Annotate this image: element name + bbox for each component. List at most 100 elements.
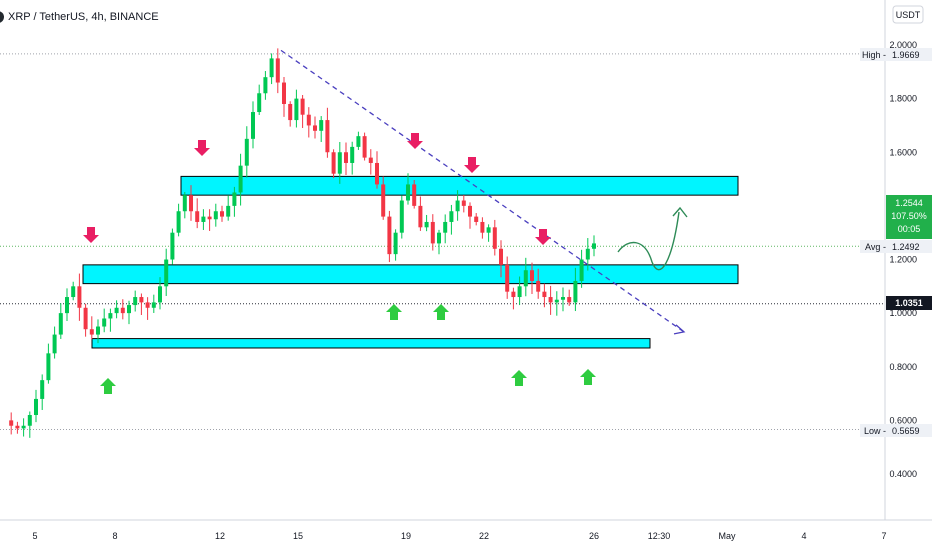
high-label-dash: - xyxy=(883,50,886,60)
candle-body xyxy=(418,205,423,228)
candle-body xyxy=(406,184,410,201)
avg-label-value: 1.2492 xyxy=(892,242,920,252)
candle-body xyxy=(182,195,187,212)
candle-body xyxy=(399,200,404,233)
candle-body xyxy=(499,248,503,265)
candle-body xyxy=(207,216,212,220)
arrow-markers[interactable] xyxy=(83,133,596,394)
y-tick-label: 0.6000 xyxy=(889,415,917,425)
low-label-value: 0.5659 xyxy=(892,426,920,436)
candle-body xyxy=(573,280,578,303)
up-arrow-marker-icon[interactable] xyxy=(433,304,449,320)
candle-body xyxy=(15,425,20,429)
candle-body xyxy=(381,184,386,217)
zone-box[interactable] xyxy=(180,175,739,196)
candle-body xyxy=(34,398,38,416)
candle-body xyxy=(257,93,262,113)
up-arrow-marker-icon[interactable] xyxy=(386,304,402,320)
candle-body xyxy=(430,221,435,244)
descending-trend-line[interactable] xyxy=(280,49,685,333)
down-arrow-marker-icon[interactable] xyxy=(464,157,480,173)
down-arrow-marker-icon[interactable] xyxy=(407,133,423,149)
x-tick-label: 12:30 xyxy=(648,531,671,541)
x-tick-label: 5 xyxy=(32,531,37,541)
currency-button-label[interactable]: USDT xyxy=(896,10,921,20)
candle-body xyxy=(517,286,522,298)
x-tick-label: May xyxy=(718,531,736,541)
candle-body xyxy=(337,152,342,174)
symbol-logo-icon xyxy=(0,11,4,23)
low-label-box xyxy=(860,424,932,437)
candle-body xyxy=(282,82,286,104)
up-arrow-marker-icon[interactable] xyxy=(100,378,116,394)
level-price-value: 1.0351 xyxy=(895,298,923,308)
candle-body xyxy=(548,297,553,303)
x-tick-label: 26 xyxy=(589,531,599,541)
candle-body xyxy=(213,211,218,220)
symbol-title[interactable]: XRP / TetherUS, 4h, BINANCE xyxy=(8,11,159,23)
candle-body xyxy=(356,136,361,147)
candle-body xyxy=(393,232,398,255)
candle-body xyxy=(474,216,479,222)
candle-body xyxy=(102,318,107,327)
low-label-name: Low xyxy=(864,426,881,436)
candle-body xyxy=(158,286,162,303)
y-tick-label: 1.8000 xyxy=(889,94,917,104)
down-arrow-marker-icon[interactable] xyxy=(194,140,210,156)
candle-body xyxy=(195,211,200,222)
zone-box[interactable] xyxy=(91,338,651,349)
candle-body xyxy=(536,280,541,292)
candle-body xyxy=(220,211,224,217)
up-arrow-marker-icon[interactable] xyxy=(580,369,596,385)
projection-curve[interactable] xyxy=(617,211,680,271)
time-axis[interactable]: 5 8 12 15 19 22 26 12:30 May 4 7 xyxy=(32,531,886,541)
candle-body xyxy=(251,112,255,139)
candle-body xyxy=(201,216,206,222)
currency-button[interactable] xyxy=(892,5,924,24)
current-price-countdown: 00:05 xyxy=(898,224,921,234)
candle-body xyxy=(27,415,32,426)
candle-body xyxy=(387,216,392,255)
y-tick-label: 2.0000 xyxy=(889,40,917,50)
zone-box[interactable] xyxy=(82,264,739,285)
y-tick-label: 0.8000 xyxy=(889,362,917,372)
candle-body xyxy=(263,77,268,94)
candle-body xyxy=(46,353,51,381)
current-price-label-box xyxy=(886,195,932,239)
level-price-label-box xyxy=(886,296,932,310)
x-tick-label: 4 xyxy=(801,531,806,541)
up-arrow-marker-icon[interactable] xyxy=(511,370,527,386)
down-arrow-marker-icon[interactable] xyxy=(535,229,551,245)
candle-body xyxy=(133,297,138,306)
candles xyxy=(9,48,596,438)
candle-body xyxy=(89,329,94,335)
candle-body xyxy=(176,211,181,233)
support-resistance-zones[interactable] xyxy=(82,175,739,349)
projection-path[interactable] xyxy=(617,206,688,271)
candle-body xyxy=(164,259,169,287)
candle-body xyxy=(554,299,559,303)
candle-body xyxy=(114,307,119,314)
candle-body xyxy=(77,286,82,308)
y-tick-label: 1.0000 xyxy=(889,308,917,318)
candle-body xyxy=(127,305,131,314)
candle-body xyxy=(294,98,299,121)
candle-body xyxy=(424,221,429,228)
candle-body xyxy=(170,232,175,260)
candle-body xyxy=(313,125,317,131)
candle-body xyxy=(40,380,45,399)
trend-line[interactable] xyxy=(280,49,686,335)
candle-body xyxy=(362,136,367,158)
candle-body xyxy=(542,291,547,298)
candle-body xyxy=(505,264,510,292)
candle-body xyxy=(108,313,113,319)
candle-body xyxy=(461,200,466,206)
down-arrow-marker-icon[interactable] xyxy=(83,227,99,243)
high-label-box xyxy=(860,48,932,61)
candle-body xyxy=(189,195,193,212)
candle-body xyxy=(331,152,336,174)
candle-body xyxy=(58,313,63,335)
candle-body xyxy=(375,162,379,185)
